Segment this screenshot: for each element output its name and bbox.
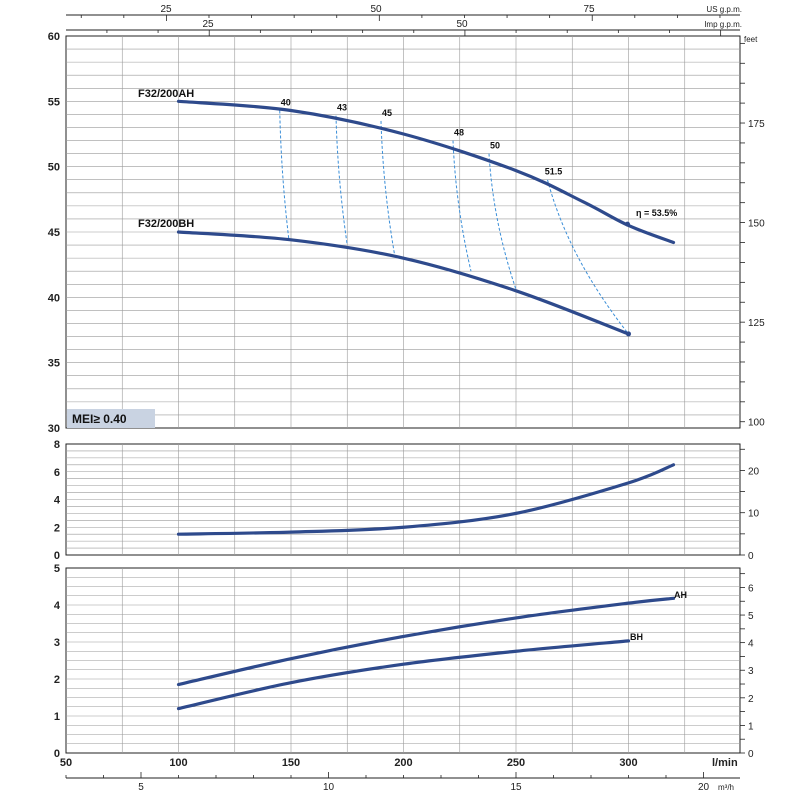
head-right-tick-label: 150 xyxy=(748,219,765,230)
top-axes: 25 50 75 US g.p.m. 25 50 Imp g.p.m. xyxy=(66,4,742,36)
mei-badge xyxy=(67,409,155,428)
head-ytick-label: 60 xyxy=(48,31,60,43)
head-ytick-label: 55 xyxy=(48,96,60,108)
efficiency-iso-line xyxy=(279,110,290,239)
efficiency-label: 43 xyxy=(337,103,347,113)
power-right-tick-label: 4 xyxy=(748,639,754,650)
efficiency-iso-line xyxy=(380,120,395,255)
efficiency-iso-line xyxy=(488,153,517,290)
us-gpm-tick-25: 25 xyxy=(160,4,172,15)
power-ytick-label: 5 xyxy=(54,563,60,575)
power-right-tick-label: 2 xyxy=(748,694,754,705)
us-gpm-tick-75: 75 xyxy=(583,4,595,15)
power-right-tick-label: 1 xyxy=(748,721,754,732)
curve-label-bh: BH xyxy=(630,632,643,642)
lmin-tick-label: 250 xyxy=(507,757,525,769)
head-right-tick-label: 125 xyxy=(748,318,765,329)
efficiency-iso-line xyxy=(547,179,629,335)
efficiency-label: 40 xyxy=(281,97,291,107)
power-ytick-label: 1 xyxy=(54,711,60,723)
m3h-tick-label: 15 xyxy=(510,782,522,793)
efficiency-label: 45 xyxy=(382,108,392,118)
npsh-ytick-label: 8 xyxy=(54,439,60,451)
npsh-ytick-label: 2 xyxy=(54,522,60,534)
efficiency-max-label: η = 53.5% xyxy=(636,208,677,218)
efficiency-iso-line xyxy=(335,115,348,246)
head-curve-f32-200bh xyxy=(176,230,631,336)
eta-point-marker xyxy=(625,221,630,227)
head-ytick-label: 30 xyxy=(48,423,60,435)
npsh-curve xyxy=(176,463,676,536)
lmin-tick-label: 100 xyxy=(169,757,187,769)
npsh-right-tick-label: 0 xyxy=(748,551,754,562)
feet-unit-label: feet xyxy=(744,35,758,44)
lmin-tick-label: 200 xyxy=(394,757,412,769)
power-right-tick-label: 5 xyxy=(748,611,754,622)
npsh-ytick-label: 6 xyxy=(54,467,60,479)
m3h-tick-label: 10 xyxy=(323,782,335,793)
head-ytick-label: 45 xyxy=(48,227,60,239)
imp-gpm-tick-50: 50 xyxy=(456,19,468,30)
efficiency-label: 48 xyxy=(454,128,464,138)
power-ytick-label: 4 xyxy=(54,600,61,612)
lmin-tick-label: 150 xyxy=(282,757,300,769)
head-panel: 30 35 40 45 50 55 60 100 125 150 175 feet 40 43 45 4… xyxy=(48,31,765,435)
head-right-tick-label: 175 xyxy=(748,119,765,130)
npsh-ytick-label: 0 xyxy=(54,550,60,562)
power-panel: 0 1 2 3 4 5 0 1 2 3 4 5 6 AH BH xyxy=(54,563,754,760)
m3h-tick-label: 5 xyxy=(138,782,144,793)
lmin-tick-label: 300 xyxy=(619,757,637,769)
head-curve-f32-200ah xyxy=(176,99,676,245)
imp-gpm-tick-25: 25 xyxy=(202,19,214,30)
power-right-tick-label: 3 xyxy=(748,666,754,677)
mei-badge-label: MEI≥ 0.40 xyxy=(72,412,127,426)
power-curve-ah xyxy=(176,596,676,687)
head-ytick-label: 50 xyxy=(48,162,60,174)
head-right-tick-label: 100 xyxy=(748,418,765,429)
us-gpm-tick-50: 50 xyxy=(370,4,382,15)
lmin-tick-label: 50 xyxy=(60,757,72,769)
curve-label-ah: AH xyxy=(674,590,687,600)
curve-label-f32-200ah: F32/200AH xyxy=(138,88,194,100)
npsh-right-tick-label: 10 xyxy=(748,509,760,520)
lmin-unit: l/min xyxy=(712,757,738,769)
efficiency-iso-line xyxy=(452,140,472,272)
m3h-unit: m³/h xyxy=(718,783,734,792)
efficiency-label: 50 xyxy=(490,141,500,151)
head-ytick-label: 40 xyxy=(48,292,60,304)
power-right-tick-label: 6 xyxy=(748,583,754,594)
npsh-ytick-label: 4 xyxy=(54,495,61,507)
power-curve-bh xyxy=(176,639,631,711)
curve-end-marker xyxy=(626,331,631,337)
bottom-axes: 50 100 150 200 250 300 l/min 5 10 15 20 m³/h xyxy=(60,757,740,793)
power-ytick-label: 0 xyxy=(54,748,60,760)
npsh-right-tick-label: 20 xyxy=(748,466,760,477)
npsh-panel: 0 2 4 6 8 0 10 20 xyxy=(54,439,760,562)
m3h-tick-label: 20 xyxy=(698,782,710,793)
head-ytick-label: 35 xyxy=(48,358,60,370)
power-right-tick-label: 0 xyxy=(748,749,754,760)
curve-label-f32-200bh: F32/200BH xyxy=(138,218,194,230)
efficiency-label: 51.5 xyxy=(545,167,563,177)
imp-gpm-unit: Imp g.p.m. xyxy=(704,20,742,29)
power-ytick-label: 3 xyxy=(54,637,60,649)
us-gpm-unit: US g.p.m. xyxy=(706,5,742,14)
power-ytick-label: 2 xyxy=(54,674,60,686)
